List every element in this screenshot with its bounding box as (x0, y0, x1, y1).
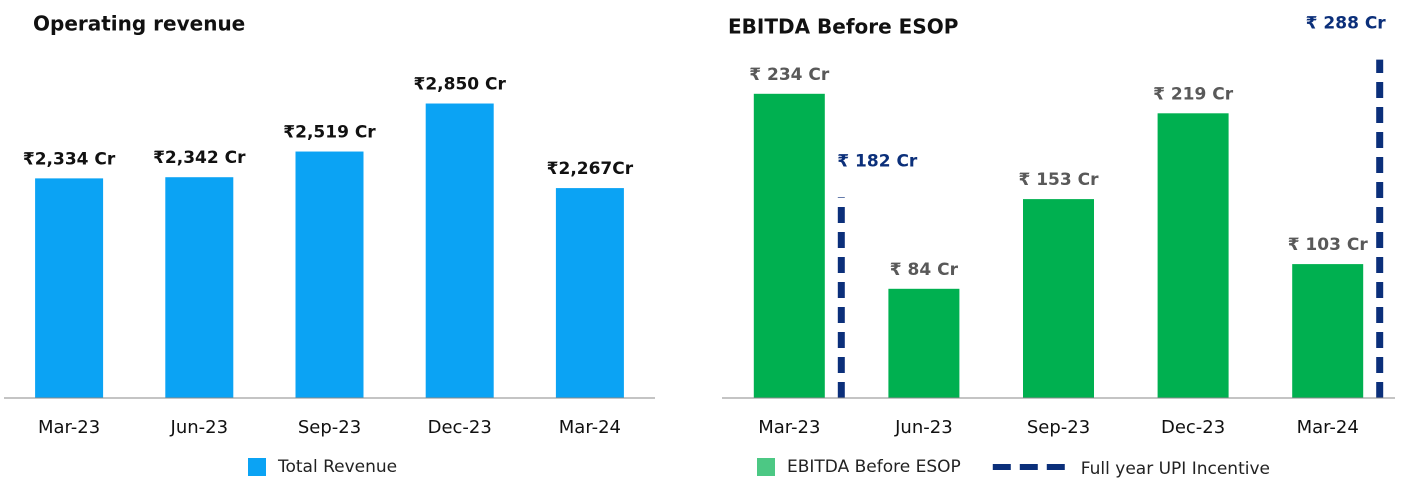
data-label: ₹ 219 Cr (1153, 84, 1234, 104)
data-label: ₹2,267Cr (547, 159, 634, 179)
data-label: ₹2,519 Cr (283, 123, 376, 143)
legend-label: EBITDA Before ESOP (787, 457, 961, 477)
x-tick-label: Sep-23 (1027, 417, 1090, 438)
bar (555, 188, 624, 398)
x-tick-label: Dec-23 (1161, 417, 1225, 438)
x-tick-label: Jun-23 (170, 417, 229, 438)
data-label: ₹ 84 Cr (890, 260, 959, 280)
data-label: ₹ 234 Cr (749, 65, 830, 85)
bar (1023, 199, 1094, 398)
bar (1292, 264, 1364, 398)
legend-label: Full year UPI Incentive (1081, 459, 1270, 479)
chart-title: Operating revenue (33, 12, 245, 36)
data-label: ₹ 288 Cr (1306, 14, 1387, 34)
x-tick-label: Mar-24 (1297, 417, 1359, 438)
bar (35, 178, 104, 398)
data-label: ₹2,850 Cr (414, 75, 507, 95)
x-tick-label: Jun-23 (894, 417, 953, 438)
legend-swatch (757, 458, 775, 476)
data-label: ₹ 103 Cr (1288, 235, 1369, 255)
legend-swatch (248, 458, 266, 476)
x-tick-label: Mar-23 (38, 417, 100, 438)
chart-title: EBITDA Before ESOP (728, 15, 958, 39)
x-tick-label: Mar-24 (559, 417, 621, 438)
x-tick-label: Dec-23 (428, 417, 492, 438)
data-label: ₹ 153 Cr (1018, 170, 1099, 190)
legend-label: Total Revenue (277, 457, 397, 477)
bar (1157, 113, 1229, 399)
bar (425, 103, 494, 398)
bar (165, 177, 234, 398)
x-tick-label: Mar-23 (758, 417, 820, 438)
bar (753, 93, 825, 399)
data-label: ₹ 182 Cr (837, 151, 918, 171)
data-label: ₹2,342 Cr (153, 148, 246, 168)
bar (888, 288, 960, 398)
x-tick-label: Sep-23 (298, 417, 361, 438)
bar (295, 151, 364, 398)
data-label: ₹2,334 Cr (23, 149, 116, 169)
